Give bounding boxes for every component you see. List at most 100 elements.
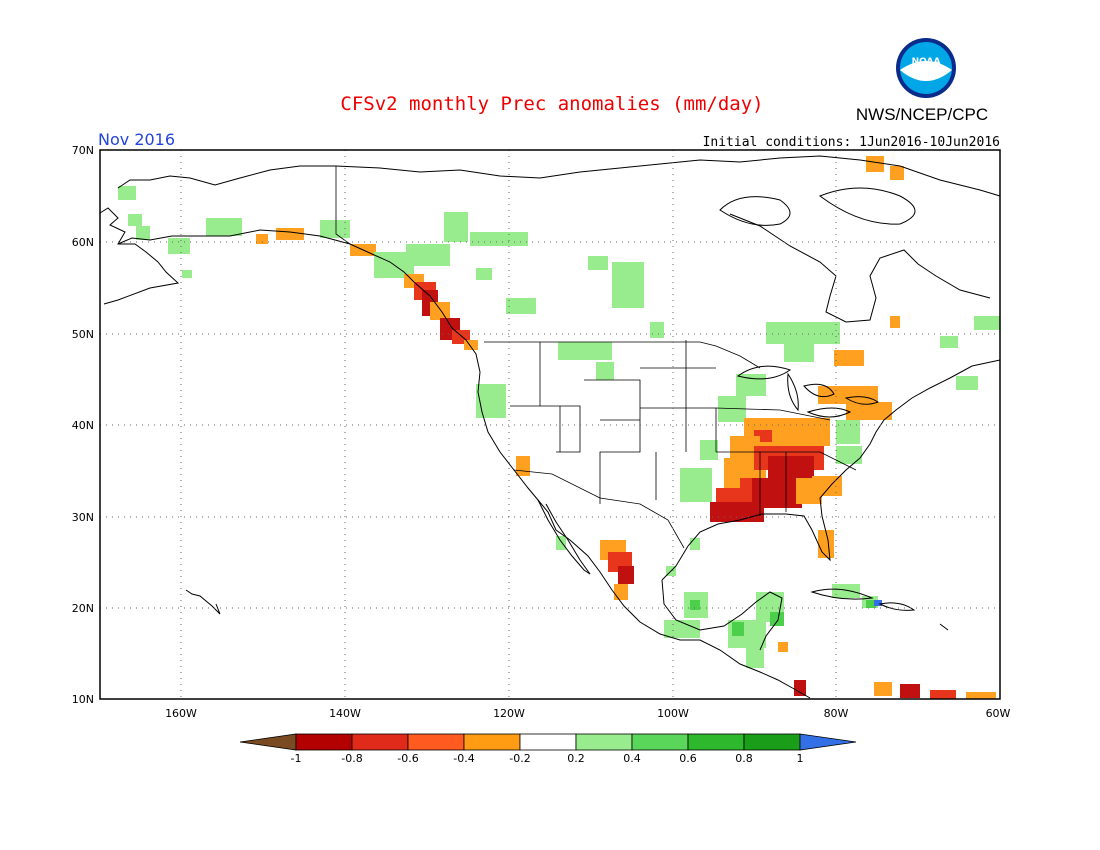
anomaly-patch (866, 600, 876, 608)
anomaly-patch (778, 642, 788, 652)
noaa-logo: NOAA (896, 38, 956, 98)
colorbar-swatch (687, 733, 745, 751)
anomaly-patch (690, 600, 700, 610)
lon-label: 160W (165, 707, 197, 720)
lon-label: 120W (493, 707, 525, 720)
colorbar-swatch (743, 733, 801, 751)
anomaly-patch (136, 226, 150, 240)
anomaly-patch (444, 212, 468, 242)
lon-label: 80W (824, 707, 849, 720)
anomaly-patch (650, 322, 664, 338)
anomaly-patch (276, 228, 304, 240)
anomaly-patch (700, 440, 718, 460)
anomaly-patch (506, 298, 536, 314)
anomaly-patch (890, 166, 904, 180)
anomaly-patch (618, 566, 634, 584)
colorbar-label: -1 (291, 752, 302, 765)
map-border (99, 149, 1001, 700)
colorbar-swatch (295, 733, 353, 751)
colorbar-label: 0.6 (679, 752, 697, 765)
colorbar-label: -0.4 (453, 752, 474, 765)
colorbar-swatch (463, 733, 521, 751)
anomaly-patch (846, 402, 892, 420)
anomaly-patch (128, 214, 142, 226)
anomaly-patch (736, 374, 766, 396)
anomaly-patch (556, 536, 566, 550)
lon-label: 100W (657, 707, 689, 720)
lat-label: 40N (72, 419, 94, 432)
anomaly-patch (966, 692, 996, 699)
anomaly-patch (818, 530, 834, 558)
anomaly-patch (784, 344, 814, 362)
anomaly-patch (476, 384, 506, 418)
map-panel (99, 149, 1001, 700)
map-title: CFSv2 monthly Prec anomalies (mm/day) (340, 93, 763, 115)
colorbar-label: 1 (797, 752, 804, 765)
anomaly-patch (818, 386, 878, 404)
anomaly-patch (118, 186, 136, 200)
political-borders (335, 166, 857, 549)
lat-label: 50N (72, 328, 94, 341)
anomaly-patch (710, 502, 764, 522)
colorbar-label: 0.2 (567, 752, 585, 765)
lat-labels: 70N 60N 50N 40N 30N 20N 10N (72, 144, 94, 706)
colorbar-label: -0.2 (509, 752, 530, 765)
anomaly-patch (874, 600, 882, 606)
colorbar-label: 0.4 (623, 752, 641, 765)
anomaly-patch (612, 262, 644, 308)
anomaly-patch (470, 232, 528, 246)
colorbar-label: 0.8 (735, 752, 753, 765)
anomaly-patch (320, 220, 350, 238)
colorbar-label: -0.8 (341, 752, 362, 765)
colorbar: -1 -0.8 -0.6 -0.4 -0.2 0.2 0.4 0.6 0.8 1 (239, 733, 857, 765)
anomaly-patch (794, 680, 806, 696)
lat-label: 20N (72, 602, 94, 615)
colorbar-swatch (351, 733, 409, 751)
initial-conditions: Initial conditions: 1Jun2016-10Jun2016 (703, 135, 1000, 150)
anomaly-patch (834, 350, 864, 366)
anomaly-patch (832, 584, 860, 598)
lon-label: 140W (329, 707, 361, 720)
anomaly-patch (406, 244, 450, 266)
anomaly-patch (746, 648, 764, 668)
anomaly-patch (430, 302, 450, 320)
colorbar-swatch (407, 733, 465, 751)
anomaly-patch (866, 156, 884, 172)
anomaly-patch (874, 682, 892, 696)
anomaly-patch (900, 684, 920, 698)
colorbar-swatch (631, 733, 689, 751)
anomaly-patch (588, 256, 608, 270)
valid-month: Nov 2016 (98, 130, 175, 149)
anomaly-patch (974, 316, 1000, 330)
colorbar-arrow-right (799, 733, 857, 751)
anomaly-layer (118, 156, 1000, 699)
anomaly-patch (206, 218, 242, 236)
anomaly-patch (890, 316, 900, 328)
graticule (100, 150, 1000, 699)
lon-label: 60W (986, 707, 1011, 720)
colorbar-swatch (519, 733, 577, 751)
anomaly-patch (168, 238, 190, 254)
anomaly-patch (596, 362, 614, 380)
colorbar-swatch (575, 733, 633, 751)
anomaly-patch (680, 468, 712, 502)
anomaly-patch (690, 538, 700, 550)
anomaly-patch (766, 322, 840, 344)
anomaly-patch (940, 336, 958, 348)
noaa-logo-text: NOAA (912, 57, 941, 67)
anomaly-patch (956, 376, 978, 390)
lat-label: 30N (72, 511, 94, 524)
lat-label: 60N (72, 236, 94, 249)
anomaly-patch (476, 268, 492, 280)
lat-label: 10N (72, 693, 94, 706)
anomaly-patch (614, 584, 628, 600)
anomaly-patch (516, 456, 530, 476)
anomaly-patch (770, 612, 784, 626)
lat-label: 70N (72, 144, 94, 157)
anomaly-patch (464, 340, 478, 350)
anomaly-patch (182, 270, 192, 278)
anomaly-patch (836, 446, 862, 464)
anomaly-patch (836, 420, 860, 444)
agency-label: NWS/NCEP/CPC (856, 105, 988, 124)
